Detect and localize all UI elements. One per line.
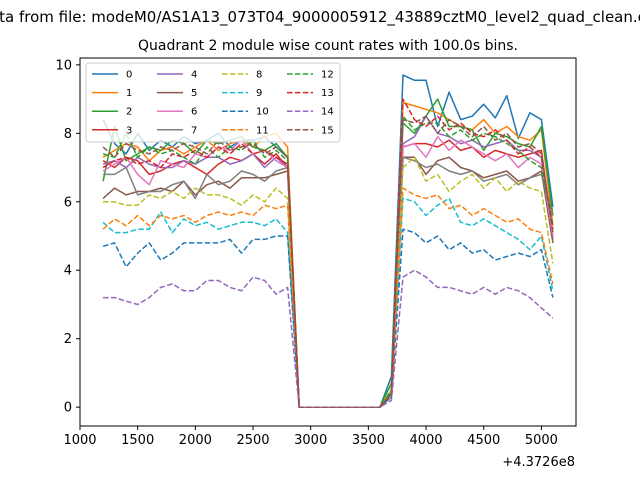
legend-label-15: 15 bbox=[321, 125, 334, 136]
series-line-9 bbox=[102, 197, 554, 408]
legend-label-11: 11 bbox=[256, 125, 269, 136]
chart-title: Quadrant 2 module wise count rates with … bbox=[138, 38, 518, 54]
series-layer bbox=[102, 74, 554, 408]
legend-label-14: 14 bbox=[321, 107, 334, 118]
legend-label-6: 6 bbox=[191, 107, 197, 118]
x-tick-label: 3500 bbox=[352, 433, 385, 448]
y-tick-label: 8 bbox=[64, 127, 72, 142]
x-tick-label: 3000 bbox=[294, 433, 327, 448]
figure-suptitle: Data from file: modeM0/AS1A13_073T04_900… bbox=[0, 8, 640, 27]
series-line-15 bbox=[102, 115, 554, 408]
legend-label-0: 0 bbox=[126, 70, 132, 81]
legend-label-8: 8 bbox=[256, 70, 262, 81]
series-line-14 bbox=[103, 269, 554, 408]
legend-label-5: 5 bbox=[191, 88, 197, 99]
y-tick-label: 4 bbox=[64, 264, 72, 279]
y-tick-label: 2 bbox=[64, 332, 72, 347]
x-tick-label: 5000 bbox=[525, 433, 558, 448]
y-tick-label: 10 bbox=[55, 58, 72, 73]
legend-label-3: 3 bbox=[126, 125, 132, 136]
x-axis-offset-label: +4.3726e8 bbox=[502, 455, 575, 470]
x-tick-label: 2500 bbox=[236, 433, 269, 448]
legend-label-2: 2 bbox=[126, 107, 132, 118]
x-tick-label: 1000 bbox=[63, 433, 96, 448]
legend-box bbox=[85, 62, 341, 143]
legend-label-12: 12 bbox=[321, 70, 334, 81]
series-line-12 bbox=[102, 115, 554, 408]
legend-label-4: 4 bbox=[191, 70, 197, 81]
legend-label-13: 13 bbox=[321, 88, 334, 99]
x-tick-label: 4000 bbox=[409, 433, 442, 448]
legend-label-9: 9 bbox=[256, 88, 262, 99]
x-tick-label: 1500 bbox=[121, 433, 154, 448]
legend-label-7: 7 bbox=[191, 125, 197, 136]
y-axis: 0 2 4 6 8 10 bbox=[55, 58, 80, 416]
x-tick-label: 2000 bbox=[179, 433, 212, 448]
legend-label-1: 1 bbox=[126, 88, 132, 99]
y-tick-label: 6 bbox=[64, 195, 72, 210]
x-tick-label: 4500 bbox=[467, 433, 500, 448]
x-axis: 1000 1500 2000 2500 3000 3500 4000 4500 5000 bbox=[63, 426, 558, 448]
legend-label-10: 10 bbox=[256, 107, 269, 118]
y-tick-label: 0 bbox=[64, 401, 72, 416]
